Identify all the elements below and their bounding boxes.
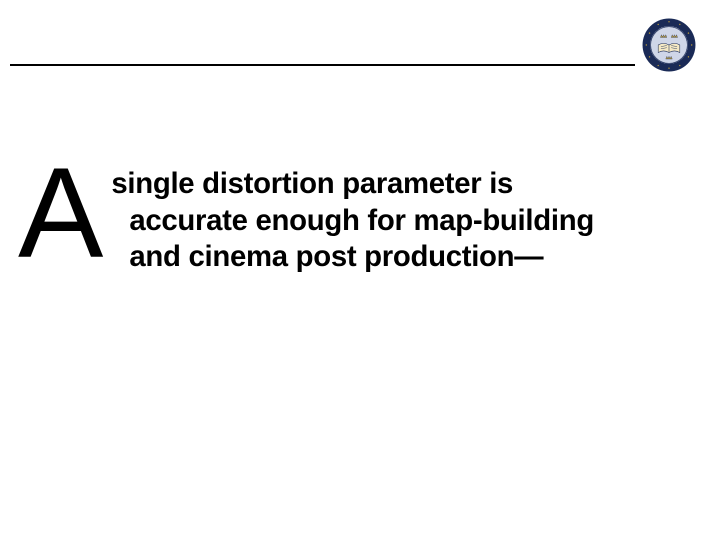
slide: A single distortion parameter is accurat…	[0, 0, 720, 540]
body-line-2a: accurate enough for map-building	[111, 203, 594, 240]
oxford-logo	[642, 18, 696, 72]
body-text: single distortion parameter is accurate …	[111, 160, 594, 276]
drop-cap-letter: A	[18, 160, 101, 269]
header-rule	[10, 64, 635, 66]
content-block: A single distortion parameter is accurat…	[18, 160, 702, 276]
oxford-seal-icon	[642, 18, 696, 72]
body-line-1: single distortion parameter is	[111, 167, 513, 200]
body-line-2b: and cinema post production—	[111, 239, 594, 276]
